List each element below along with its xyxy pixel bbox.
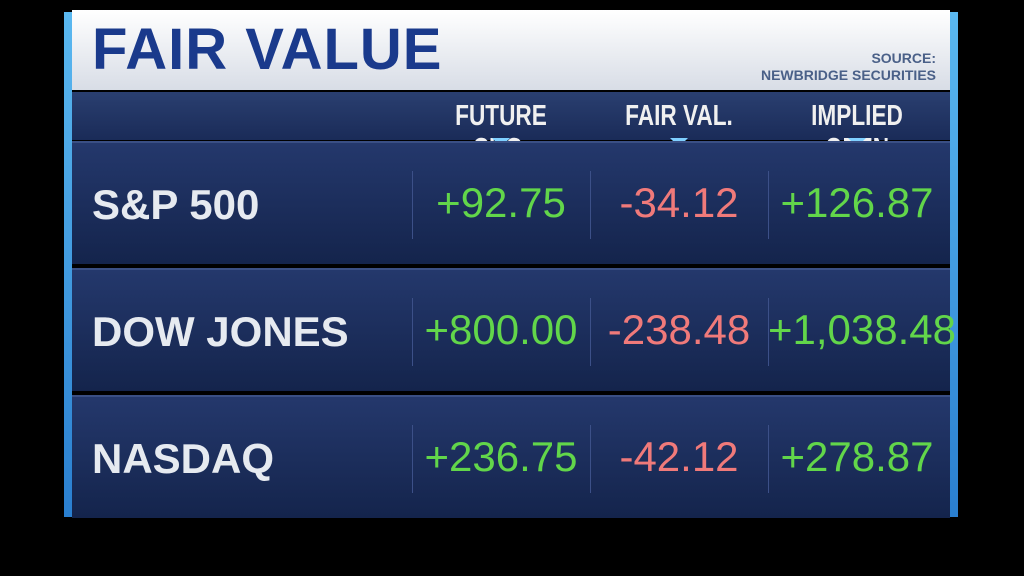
table-row: S&P 500 +92.75 -34.12 +126.87 <box>72 141 950 264</box>
side-strip <box>950 12 958 517</box>
cell-value: +92.75 <box>436 179 566 226</box>
title-bar: FAIR VALUE SOURCE: NEWBRIDGE SECURITIES <box>72 10 950 90</box>
source: NEWBRIDGE SECURITIES <box>760 67 936 83</box>
cell-value: +1,038.48 <box>768 306 957 353</box>
cell-value: +278.87 <box>780 433 934 480</box>
separator <box>590 298 591 366</box>
column-header: FAIR VAL. <box>625 100 733 132</box>
row-label: NASDAQ <box>92 435 275 482</box>
cell-value: -34.12 <box>619 179 739 226</box>
separator <box>412 171 413 239</box>
separator <box>590 171 591 239</box>
source-label: SOURCE: <box>871 50 936 66</box>
separator <box>768 425 769 493</box>
row-label: DOW JONES <box>92 308 349 355</box>
cell-value: +126.87 <box>780 179 934 226</box>
row-label: S&P 500 <box>92 181 260 228</box>
side-strip <box>64 12 72 517</box>
cell-value: -238.48 <box>607 306 751 353</box>
cell-value: +800.00 <box>424 306 578 353</box>
header-row: FUTURE CHG.FAIR VAL.IMPLIED OPEN <box>72 92 950 165</box>
separator <box>590 425 591 493</box>
cell-value: +236.75 <box>424 433 578 480</box>
separator <box>412 298 413 366</box>
title: FAIR VALUE <box>92 17 443 82</box>
separator <box>412 425 413 493</box>
table-row: NASDAQ +236.75 -42.12 +278.87 <box>72 395 950 518</box>
separator <box>768 171 769 239</box>
table-row: DOW JONES +800.00 -238.48 +1,038.48 <box>72 268 957 391</box>
separator <box>768 298 769 366</box>
cell-value: -42.12 <box>619 433 739 480</box>
